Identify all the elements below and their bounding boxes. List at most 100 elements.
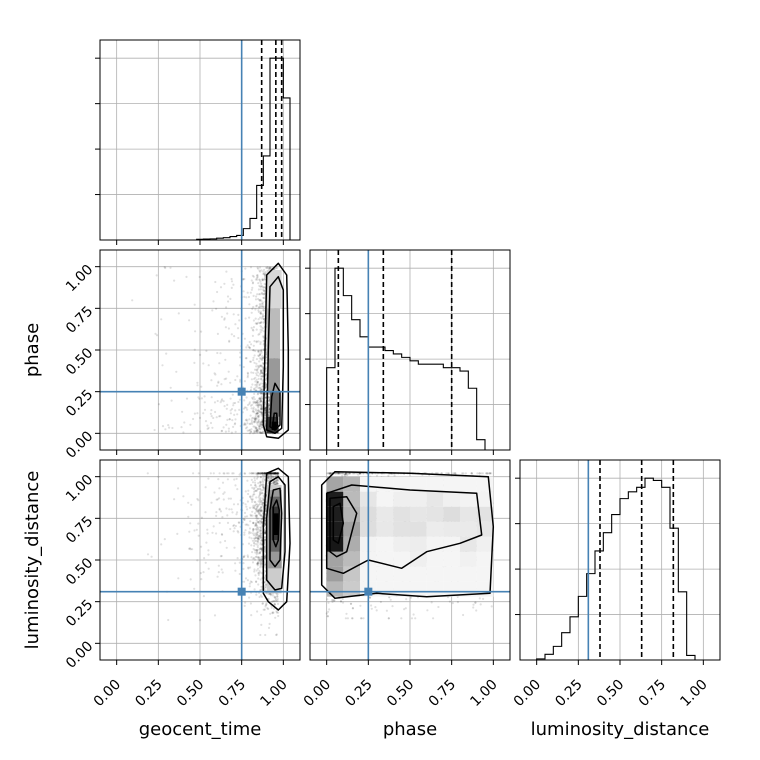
scatter-point bbox=[250, 279, 253, 282]
scatter-point bbox=[196, 384, 199, 387]
scatter-point bbox=[257, 321, 260, 324]
scatter-point bbox=[253, 420, 256, 423]
scatter-point bbox=[199, 430, 202, 433]
scatter-point bbox=[263, 268, 266, 271]
scatter-point bbox=[261, 388, 264, 391]
scatter-point bbox=[248, 536, 251, 539]
scatter-point bbox=[259, 526, 263, 530]
scatter-point bbox=[256, 423, 259, 426]
scatter-point bbox=[223, 317, 226, 320]
scatter-point bbox=[181, 410, 184, 413]
scatter-point bbox=[209, 412, 212, 415]
scatter-point bbox=[261, 425, 264, 429]
scatter-point bbox=[256, 401, 259, 404]
scatter-point bbox=[257, 415, 260, 418]
scatter-point bbox=[224, 358, 227, 361]
scatter-point bbox=[189, 578, 192, 581]
scatter-point bbox=[259, 280, 262, 283]
scatter-point bbox=[256, 550, 259, 553]
scatter-point bbox=[259, 484, 262, 487]
scatter-point bbox=[225, 306, 228, 309]
scatter-point bbox=[255, 322, 258, 325]
scatter-point bbox=[221, 516, 224, 519]
scatter-point bbox=[255, 368, 258, 371]
scatter-point bbox=[252, 294, 255, 297]
scatter-point bbox=[246, 479, 249, 482]
scatter-point bbox=[177, 577, 180, 580]
scatter-point bbox=[192, 417, 195, 421]
scatter-point bbox=[251, 396, 254, 399]
scatter-point bbox=[264, 403, 267, 406]
scatter-point bbox=[267, 405, 270, 408]
scatter-point bbox=[155, 274, 158, 277]
scatter-point bbox=[207, 477, 210, 480]
scatter-point bbox=[209, 472, 212, 475]
scatter-point bbox=[247, 542, 251, 545]
scatter-point bbox=[243, 533, 246, 536]
scatter-point bbox=[163, 266, 166, 269]
scatter-point bbox=[256, 380, 259, 383]
scatter-point bbox=[253, 476, 256, 480]
scatter-point bbox=[202, 595, 205, 598]
scatter-point bbox=[244, 267, 247, 270]
scatter-point bbox=[243, 554, 246, 557]
scatter-point bbox=[242, 290, 245, 293]
scatter-point bbox=[255, 322, 259, 325]
scatter-point bbox=[243, 472, 247, 475]
scatter-point bbox=[251, 514, 254, 517]
scatter-point bbox=[249, 495, 252, 499]
scatter-point bbox=[211, 531, 214, 534]
scatter-point bbox=[189, 423, 192, 426]
scatter-point bbox=[243, 295, 246, 298]
scatter-point bbox=[200, 385, 203, 388]
scatter-point bbox=[258, 279, 261, 282]
scatter-point bbox=[243, 604, 246, 608]
scatter-point bbox=[243, 399, 246, 402]
scatter-point bbox=[256, 278, 259, 281]
scatter-point bbox=[253, 411, 256, 414]
scatter-point bbox=[248, 582, 251, 585]
scatter-point bbox=[259, 398, 262, 401]
scatter-point bbox=[267, 476, 270, 479]
scatter-point bbox=[234, 562, 237, 565]
scatter-point bbox=[194, 330, 197, 333]
scatter-point bbox=[244, 427, 248, 430]
scatter-point bbox=[248, 429, 251, 432]
scatter-point bbox=[252, 408, 255, 411]
scatter-point bbox=[248, 527, 252, 530]
scatter-point bbox=[259, 321, 262, 324]
scatter-point bbox=[257, 500, 260, 503]
scatter-point bbox=[252, 521, 255, 525]
scatter-point bbox=[253, 430, 256, 433]
scatter-point bbox=[254, 386, 257, 389]
scatter-point bbox=[257, 340, 260, 343]
scatter-point bbox=[212, 300, 215, 303]
scatter-point bbox=[258, 552, 261, 555]
scatter-point bbox=[267, 267, 270, 270]
scatter-point bbox=[259, 388, 262, 391]
scatter-point bbox=[252, 305, 255, 309]
scatter-point bbox=[210, 501, 213, 504]
scatter-point bbox=[260, 411, 263, 414]
scatter-point bbox=[154, 332, 157, 335]
scatter-point bbox=[216, 384, 219, 387]
scatter-point bbox=[203, 557, 206, 560]
scatter-point bbox=[258, 306, 261, 309]
scatter-point bbox=[252, 349, 255, 352]
scatter-point bbox=[221, 571, 224, 574]
scatter-point bbox=[259, 400, 262, 403]
scatter-point bbox=[260, 378, 263, 381]
scatter-point bbox=[257, 409, 260, 412]
scatter-point bbox=[255, 580, 258, 584]
scatter-point bbox=[257, 377, 260, 380]
scatter-point bbox=[242, 278, 245, 281]
scatter-point bbox=[202, 412, 205, 415]
scatter-point bbox=[254, 514, 257, 517]
scatter-point bbox=[253, 493, 256, 496]
scatter-point bbox=[260, 400, 263, 403]
scatter-point bbox=[247, 566, 250, 569]
scatter-point bbox=[236, 503, 240, 506]
scatter-point bbox=[164, 266, 167, 270]
scatter-point bbox=[255, 477, 259, 480]
scatter-point bbox=[254, 376, 257, 379]
